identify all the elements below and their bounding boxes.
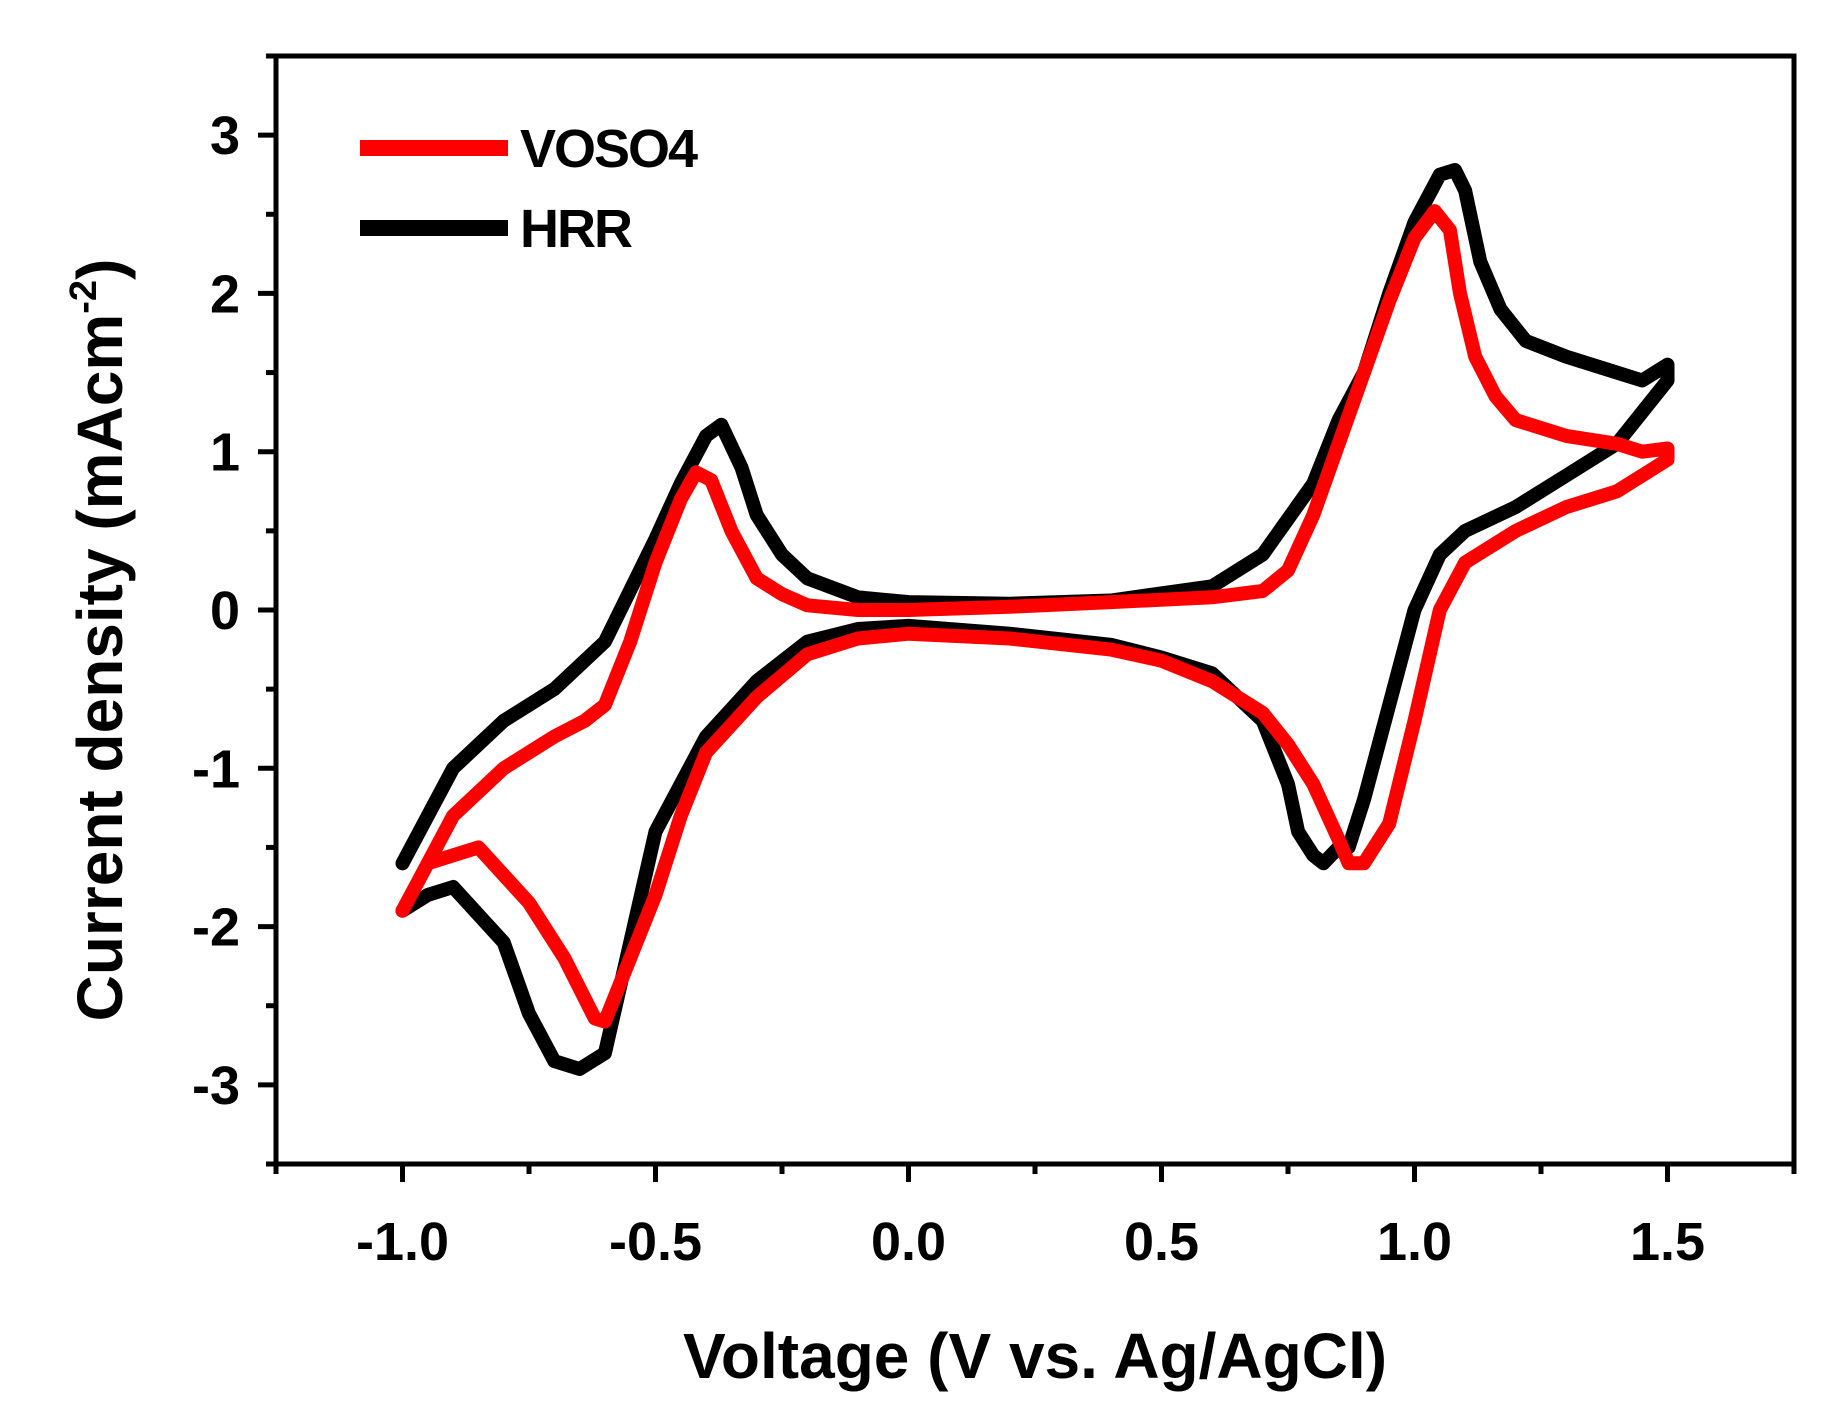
legend-label-hrr: HRR <box>520 199 632 259</box>
x-axis-title: Voltage (V vs. Ag/AgCl) <box>683 1320 1387 1392</box>
x-tick-label: 0.5 <box>1124 1212 1199 1272</box>
y-axis-title-main: Current density (mAcm <box>64 314 136 1022</box>
y-tick-label: 0 <box>210 581 240 641</box>
x-tick-label: 1.5 <box>1630 1212 1705 1272</box>
legend: VOSO4 HRR <box>360 119 700 259</box>
y-tick-label: 3 <box>210 106 240 166</box>
axis-ticks: -1.0 -0.5 0.0 0.5 1.0 1.5 -3 -2 -1 0 1 2 3 <box>192 53 1797 1272</box>
series-line-hrr <box>395 163 1675 1076</box>
y-tick-label: 1 <box>210 423 240 483</box>
x-tick-label: -1.0 <box>356 1212 449 1272</box>
x-tick-label: -0.5 <box>609 1212 702 1272</box>
series-line-voso4 <box>395 204 1675 1029</box>
x-tick-label: 1.0 <box>1377 1212 1452 1272</box>
y-tick-label: -1 <box>192 739 240 799</box>
series-group <box>395 163 1675 1076</box>
y-tick-label: -2 <box>192 898 240 958</box>
y-axis-title-sup: -2 <box>63 280 105 314</box>
y-axis-title: Current density (mAcm-2) <box>63 259 136 1022</box>
legend-label-voso4: VOSO4 <box>520 119 698 179</box>
y-axis-title-close: ) <box>64 259 136 280</box>
x-tick-label: 0.0 <box>871 1212 946 1272</box>
y-tick-label: 2 <box>210 264 240 324</box>
y-tick-label: -3 <box>192 1056 240 1116</box>
